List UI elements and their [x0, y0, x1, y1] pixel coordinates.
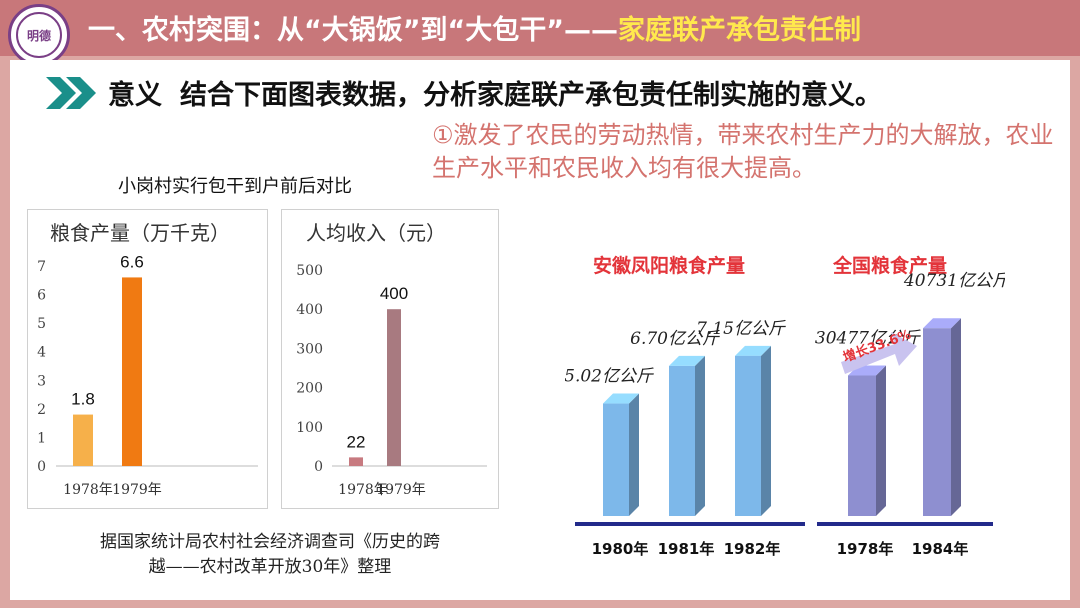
y-tick-label: 200 [296, 381, 323, 397]
bar [387, 309, 401, 466]
bar [848, 375, 876, 516]
y-tick-label: 1 [37, 430, 46, 446]
x-tick-label: 1980年 [592, 540, 649, 558]
source-line-2: 越——农村改革开放30年》整理 [148, 557, 392, 577]
x-tick-label: 1981年 [658, 540, 715, 558]
y-tick-label: 2 [37, 402, 46, 418]
data-label: 22 [347, 432, 366, 451]
chart-title: 安徽凤阳粮食产量 [593, 254, 745, 277]
meaning-label: 意义 [108, 80, 162, 111]
source-note: 据国家统计局农村社会经济调查司《历史的跨 越——农村改革开放30年》整理 [40, 530, 500, 580]
y-tick-label: 0 [314, 459, 323, 475]
grain-output-svg: 粮食产量（万千克） 0 1 2 3 4 5 6 7 1.8 1978年 6.6 1979年 [37, 221, 258, 498]
conclusion-text: ①激发了农民的劳动热情，带来农村生产力的大解放，农业生产水平和农民收入均有很大提… [432, 121, 1054, 182]
bar-top [735, 345, 771, 356]
bar-top [669, 355, 705, 366]
bar [122, 277, 142, 466]
y-tick-label: 3 [37, 373, 46, 389]
chart-title: 粮食产量（万千克） [50, 221, 230, 245]
bar [735, 355, 761, 516]
x-tick-label: 1979年 [376, 482, 426, 498]
bar [603, 403, 629, 516]
bar [349, 457, 363, 466]
slide-title-main: 一、农村突围：从“大锅饭”到“大包干”—— [88, 15, 618, 46]
data-label: 30477亿公斤 [815, 329, 921, 349]
bar-side [629, 393, 639, 516]
data-label: 5.02亿公斤 [565, 367, 654, 387]
grain-output-chart: 粮食产量（万千克） 0 1 2 3 4 5 6 7 1.8 1978年 6.6 1979年 [27, 209, 268, 509]
bar [923, 328, 951, 516]
grain-3d-charts: 安徽凤阳粮食产量 5.02亿公斤 1980年 6.70亿公斤 1981年 7.15亿公斤 1… [565, 254, 1005, 558]
x-tick-label: 1978年 [338, 482, 388, 498]
x-tick-label: 1978年 [837, 540, 894, 558]
data-label: 40731亿公斤 [903, 271, 1005, 291]
x-tick-label: 1984年 [912, 540, 969, 558]
growth-arrow [841, 332, 917, 374]
y-tick-label: 4 [37, 345, 46, 361]
data-label: 7.15亿公斤 [696, 319, 786, 339]
bar-side [876, 365, 886, 516]
double-chevron-icon [46, 77, 96, 109]
bar [669, 365, 695, 516]
bar-side [695, 355, 705, 516]
data-label: 6.6 [120, 252, 144, 271]
bar-top [923, 318, 961, 329]
y-tick-label: 5 [37, 316, 46, 332]
y-tick-label: 0 [37, 459, 46, 475]
chart-title: 全国粮食产量 [832, 254, 947, 277]
x-tick-label: 1979年 [112, 482, 162, 498]
y-tick-label: 300 [296, 341, 323, 357]
x-tick-label: 1982年 [724, 540, 781, 558]
data-label: 1.8 [71, 390, 95, 409]
data-label: 400 [380, 284, 408, 303]
bar [73, 414, 93, 466]
x-tick-label: 1978年 [63, 482, 113, 498]
y-tick-label: 7 [37, 259, 46, 275]
school-logo: 明德 [8, 4, 70, 66]
source-line-1: 据国家统计局农村社会经济调查司《历史的跨 [100, 532, 440, 552]
slide-title-highlight: 家庭联产承包责任制 [617, 15, 861, 46]
meaning-heading: 意义 结合下面图表数据，分析家庭联产承包责任制实施的意义。 [108, 73, 882, 112]
y-tick-label: 500 [296, 263, 323, 279]
data-label: 6.70亿公斤 [630, 329, 720, 349]
bar-side [951, 318, 961, 516]
income-svg: 人均收入（元） 0 100 200 300 400 500 22 1978年 400 1979年 [296, 221, 487, 498]
logo-text: 明德 [16, 12, 62, 58]
slide-title: 一、农村突围：从“大锅饭”到“大包干”——家庭联产承包责任制 [88, 8, 861, 47]
chart-title: 人均收入（元） [306, 221, 446, 245]
bar-top [603, 393, 639, 404]
y-tick-label: 100 [296, 420, 323, 436]
income-chart: 人均收入（元） 0 100 200 300 400 500 22 1978年 400 1979年 [281, 209, 499, 509]
left-chart-title: 小岗村实行包干到户前后对比 [118, 176, 352, 197]
y-tick-label: 6 [37, 288, 46, 304]
y-tick-label: 400 [296, 302, 323, 318]
bar-side [761, 345, 771, 516]
meaning-text: 结合下面图表数据，分析家庭联产承包责任制实施的意义。 [180, 80, 882, 111]
header-bar: 明德 一、农村突围：从“大锅饭”到“大包干”——家庭联产承包责任制 [0, 0, 1080, 66]
